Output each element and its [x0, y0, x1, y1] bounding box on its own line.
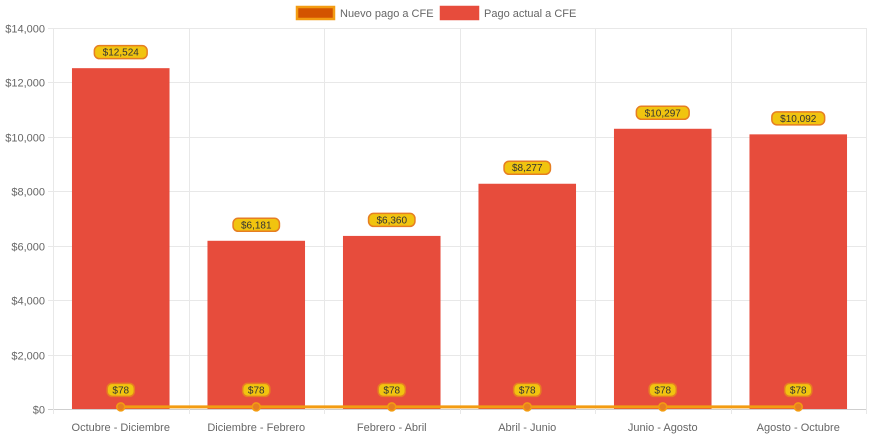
data-label-badge — [241, 382, 271, 398]
data-label-badge — [635, 105, 690, 121]
legend-swatch — [439, 5, 480, 21]
x-tick-label: Junio - Agosto — [628, 422, 698, 434]
x-tick-label: Abril - Junio — [498, 422, 556, 434]
x-tick-label: Diciembre - Febrero — [207, 422, 305, 434]
data-label-badge — [232, 217, 281, 233]
bar-pago-actual — [478, 183, 577, 409]
label-layer: $12,524 $6,181 $6,360 $8,277 $10,297 $10,092 $… — [93, 44, 826, 398]
legend-label: Nuevo pago a CFE — [340, 8, 434, 20]
data-label-badge — [503, 160, 552, 175]
bar-pago-actual — [749, 134, 848, 409]
bar-pago-actual — [342, 235, 441, 409]
data-label-badge — [783, 382, 813, 398]
data-label: $78 — [383, 385, 400, 396]
axis-layer: $0 $2,000 $4,000 $6,000 $8,000 $10,000 $12,000… — [5, 24, 840, 435]
bar-pago-actual — [71, 68, 170, 410]
bar-layer — [71, 68, 848, 410]
legend[interactable]: Nuevo pago a CFE Pago actual a CFE — [295, 5, 576, 21]
point-nuevo-pago — [658, 402, 668, 412]
y-tick-label: $0 — [33, 405, 45, 417]
data-label-badge — [771, 111, 826, 126]
data-label: $6,181 — [241, 220, 272, 231]
data-label-badge — [648, 382, 678, 398]
x-tick-label: Agosto - Octubre — [757, 422, 840, 434]
x-tick-label: Febrero - Abril — [357, 422, 427, 434]
data-label: $78 — [519, 385, 536, 396]
y-tick-label: $8,000 — [11, 187, 45, 199]
grid-layer — [48, 28, 867, 414]
data-label: $6,360 — [376, 215, 407, 226]
legend-label: Pago actual a CFE — [484, 8, 576, 20]
y-tick-label: $6,000 — [11, 242, 45, 254]
legend-item-pago-actual[interactable]: Pago actual a CFE — [439, 5, 576, 21]
data-label-badge — [106, 382, 136, 398]
line-layer — [116, 402, 803, 412]
data-label: $8,277 — [512, 163, 543, 174]
legend-swatch — [295, 5, 336, 21]
data-label: $10,092 — [780, 114, 817, 125]
point-nuevo-pago — [522, 402, 532, 412]
point-nuevo-pago — [793, 402, 803, 412]
legend-item-nuevo-pago[interactable]: Nuevo pago a CFE — [295, 5, 434, 21]
bar-pago-actual — [613, 128, 712, 409]
data-label: $78 — [790, 385, 807, 396]
x-tick-label: Octubre - Diciembre — [72, 422, 170, 434]
data-label: $78 — [654, 385, 671, 396]
y-tick-label: $10,000 — [5, 133, 45, 145]
point-nuevo-pago — [387, 402, 397, 412]
y-tick-label: $4,000 — [11, 296, 45, 308]
point-nuevo-pago — [251, 402, 261, 412]
data-label-badge — [512, 382, 542, 398]
bar-pago-actual — [207, 240, 306, 409]
data-label: $78 — [112, 385, 129, 396]
y-tick-label: $14,000 — [5, 24, 45, 36]
data-label: $12,524 — [103, 48, 140, 59]
data-label-badge — [377, 382, 407, 398]
y-tick-label: $2,000 — [11, 351, 45, 363]
data-label: $78 — [248, 385, 265, 396]
y-tick-label: $12,000 — [5, 78, 45, 90]
point-nuevo-pago — [116, 402, 126, 412]
data-label: $10,297 — [645, 108, 682, 119]
data-label-badge — [93, 44, 148, 60]
data-label-badge — [367, 212, 416, 228]
